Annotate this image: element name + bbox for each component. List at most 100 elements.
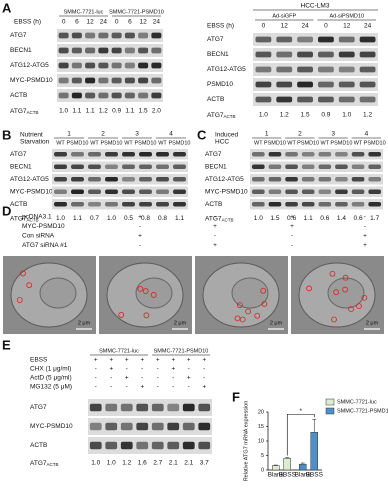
autophagosome bbox=[306, 285, 313, 292]
blot-band bbox=[105, 422, 118, 431]
genotype: WT bbox=[287, 140, 296, 146]
blot-band bbox=[89, 403, 102, 412]
blot-band bbox=[58, 62, 69, 69]
sign: - bbox=[172, 384, 174, 391]
blot-band bbox=[151, 92, 162, 99]
treatment: CHX (1 μg/ml) bbox=[30, 366, 71, 373]
sign: - bbox=[110, 375, 112, 382]
blot-title: HCC-LM3 bbox=[301, 3, 330, 10]
blot-band bbox=[368, 164, 382, 170]
blot-band bbox=[167, 403, 180, 412]
blot-strip bbox=[52, 186, 188, 197]
sign: - bbox=[126, 384, 128, 391]
sign: + bbox=[187, 375, 191, 382]
ratio: 1.0 bbox=[91, 460, 100, 467]
pair-number: 4 bbox=[365, 131, 369, 138]
blot-band bbox=[198, 403, 211, 412]
x-tick-label: EBSS bbox=[306, 472, 324, 479]
treatment: EBSS bbox=[30, 357, 48, 364]
genotype: WT bbox=[56, 140, 65, 146]
treatment: Con siRNA bbox=[22, 233, 55, 240]
sign: + bbox=[213, 242, 217, 249]
sign: - bbox=[291, 242, 293, 249]
autophagosome bbox=[333, 289, 340, 296]
panel-letter: B bbox=[2, 127, 11, 142]
blot-band bbox=[111, 32, 122, 39]
blot-strip bbox=[250, 199, 383, 210]
pair-number: 3 bbox=[135, 131, 139, 138]
blot-band bbox=[297, 66, 313, 73]
treatment: ActD (5 μg/ml) bbox=[30, 375, 72, 382]
blot-band bbox=[182, 422, 195, 431]
sign: - bbox=[141, 366, 143, 373]
time: 24 bbox=[364, 23, 372, 30]
row-label: ATG12-ATG5 bbox=[10, 176, 49, 183]
blot-band bbox=[338, 51, 355, 58]
scale-label: 2 μm bbox=[270, 320, 283, 326]
blot-band bbox=[156, 176, 169, 182]
sign: - bbox=[203, 375, 205, 382]
autophagosome bbox=[254, 312, 261, 319]
blot-band bbox=[111, 47, 122, 54]
sign: - bbox=[157, 366, 159, 373]
row-label: ATG12-ATG5 bbox=[207, 66, 246, 73]
autophagosome bbox=[342, 286, 349, 293]
blot-band bbox=[54, 176, 67, 182]
blot-band bbox=[173, 151, 186, 157]
blot-band bbox=[124, 47, 135, 54]
blot-band bbox=[338, 96, 355, 103]
bar bbox=[310, 432, 318, 471]
ratio: 1.1 bbox=[86, 108, 95, 115]
autophagosome bbox=[348, 306, 354, 313]
ratio-main: ATG7 bbox=[205, 215, 222, 222]
blot-band bbox=[301, 164, 315, 170]
sign: + bbox=[202, 384, 206, 391]
ratio-main: ATG7 bbox=[30, 460, 47, 467]
blot-band bbox=[98, 77, 109, 84]
condition: Nutrient bbox=[20, 132, 43, 139]
sign: + bbox=[140, 384, 144, 391]
blot-band bbox=[297, 96, 313, 103]
blot-band bbox=[368, 189, 382, 195]
ratio-sub: ACTB bbox=[27, 218, 39, 223]
autophagosome bbox=[118, 312, 125, 318]
autophagosome bbox=[342, 274, 349, 281]
blot-band bbox=[335, 176, 348, 182]
time: 0 bbox=[62, 19, 66, 26]
blot-band bbox=[268, 151, 282, 157]
scale-label: 2 μm bbox=[78, 320, 91, 326]
sign: - bbox=[172, 375, 174, 382]
blot-band bbox=[71, 92, 82, 99]
blot-band bbox=[351, 201, 365, 207]
bar bbox=[283, 458, 291, 471]
time: 6 bbox=[75, 19, 79, 26]
blot-band bbox=[85, 47, 96, 54]
blot-band bbox=[318, 51, 334, 58]
ratio: 0.7 bbox=[90, 215, 99, 222]
genotype: PSMD10 bbox=[168, 140, 190, 146]
blot-band bbox=[156, 189, 169, 195]
em-nucleus bbox=[135, 277, 173, 309]
ratio: 1.2 bbox=[363, 112, 372, 119]
blot-band bbox=[318, 164, 332, 170]
genotype: WT bbox=[254, 140, 263, 146]
autophagosome bbox=[329, 270, 336, 277]
blot-strip bbox=[250, 161, 383, 172]
sign: - bbox=[364, 214, 366, 221]
blot-band bbox=[318, 201, 332, 207]
sign: + bbox=[94, 357, 98, 364]
time: 12 bbox=[87, 19, 95, 26]
blot-band bbox=[54, 189, 67, 195]
blot-band bbox=[297, 81, 313, 88]
ratio: 1.5 bbox=[139, 108, 148, 115]
pair-number: 1 bbox=[265, 131, 269, 138]
blot-band bbox=[71, 77, 82, 84]
blot-band bbox=[338, 36, 355, 43]
sign: + bbox=[202, 357, 206, 364]
blot-band bbox=[98, 62, 109, 69]
ratio: 1.2 bbox=[99, 108, 108, 115]
blot-band bbox=[318, 96, 334, 103]
blot-band bbox=[71, 201, 84, 207]
